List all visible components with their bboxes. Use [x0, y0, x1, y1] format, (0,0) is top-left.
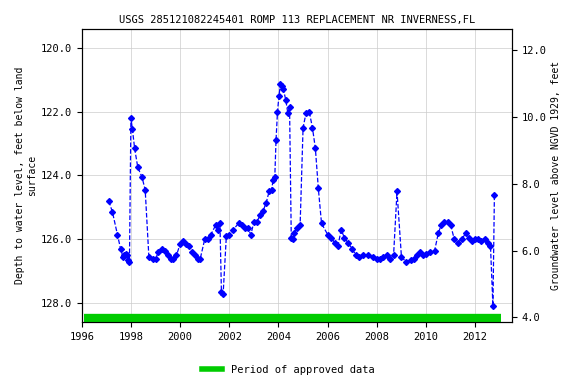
Legend: Period of approved data: Period of approved data: [198, 361, 378, 379]
Y-axis label: Depth to water level, feet below land
surface: Depth to water level, feet below land su…: [15, 67, 37, 284]
Title: USGS 285121082245401 ROMP 113 REPLACEMENT NR INVERNESS,FL: USGS 285121082245401 ROMP 113 REPLACEMEN…: [119, 15, 475, 25]
Y-axis label: Groundwater level above NGVD 1929, feet: Groundwater level above NGVD 1929, feet: [551, 61, 561, 290]
